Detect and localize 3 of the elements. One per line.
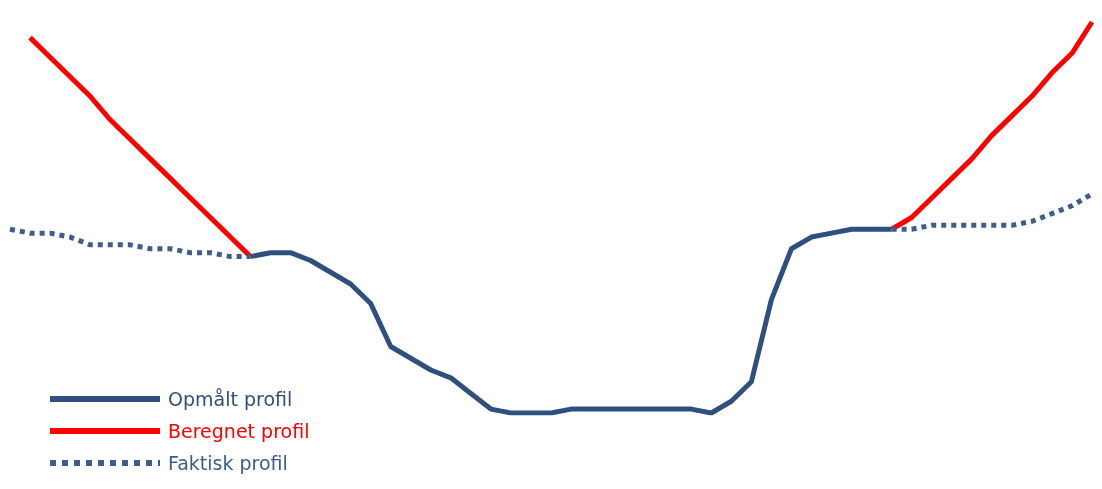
text: Faktisk profil (168, 452, 288, 474)
text: Beregnet profil (168, 420, 310, 442)
text: Opmålt profil (168, 388, 293, 410)
